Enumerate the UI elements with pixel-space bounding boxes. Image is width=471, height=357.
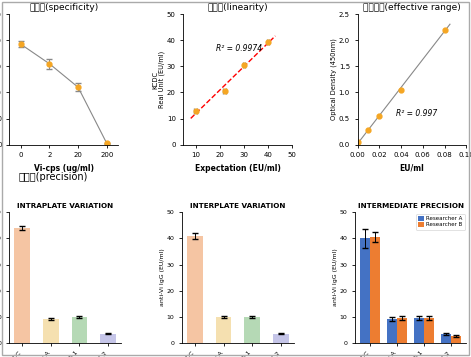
Bar [187,236,203,343]
Bar [273,333,289,343]
Y-axis label: KCDC
Real Unit (EU/ml): KCDC Real Unit (EU/ml) [152,51,165,108]
Bar [397,318,407,343]
Title: INTERMEDIATE PRECISION: INTERMEDIATE PRECISION [357,203,463,209]
Y-axis label: anti-Vi IgG (EU/ml): anti-Vi IgG (EU/ml) [160,249,165,306]
Bar [100,333,116,343]
Text: R² = 0.9974: R² = 0.9974 [216,44,262,53]
Bar [387,319,397,343]
X-axis label: Expectation (EU/ml): Expectation (EU/ml) [195,164,281,173]
X-axis label: EU/ml: EU/ml [399,164,424,173]
Bar [441,333,451,343]
Bar [414,318,424,343]
Y-axis label: anti-Vi IgG (EU/ml): anti-Vi IgG (EU/ml) [333,249,338,306]
Text: R² = 0.997: R² = 0.997 [396,109,437,118]
Bar [244,317,260,343]
Text: 정밀성(precision): 정밀성(precision) [19,172,88,182]
Title: INTERPLATE VARIATION: INTERPLATE VARIATION [190,203,285,209]
Legend: Researcher A, Researcher B: Researcher A, Researcher B [416,214,464,230]
Bar [451,336,461,343]
Bar [370,237,381,343]
Bar [72,317,87,343]
Title: 특이성(specificity): 특이성(specificity) [29,3,98,12]
Bar [216,317,231,343]
Y-axis label: Optical Density (450nm): Optical Density (450nm) [331,39,337,120]
Bar [424,318,434,343]
Title: 유효구간(effective range): 유효구간(effective range) [363,3,461,12]
Title: INTRAPLATE VARIATION: INTRAPLATE VARIATION [17,203,113,209]
Bar [360,238,370,343]
Bar [15,228,30,343]
Title: 직선성(linearity): 직선성(linearity) [208,3,268,12]
Bar [43,319,59,343]
X-axis label: Vi-cps (ug/ml): Vi-cps (ug/ml) [34,164,94,173]
